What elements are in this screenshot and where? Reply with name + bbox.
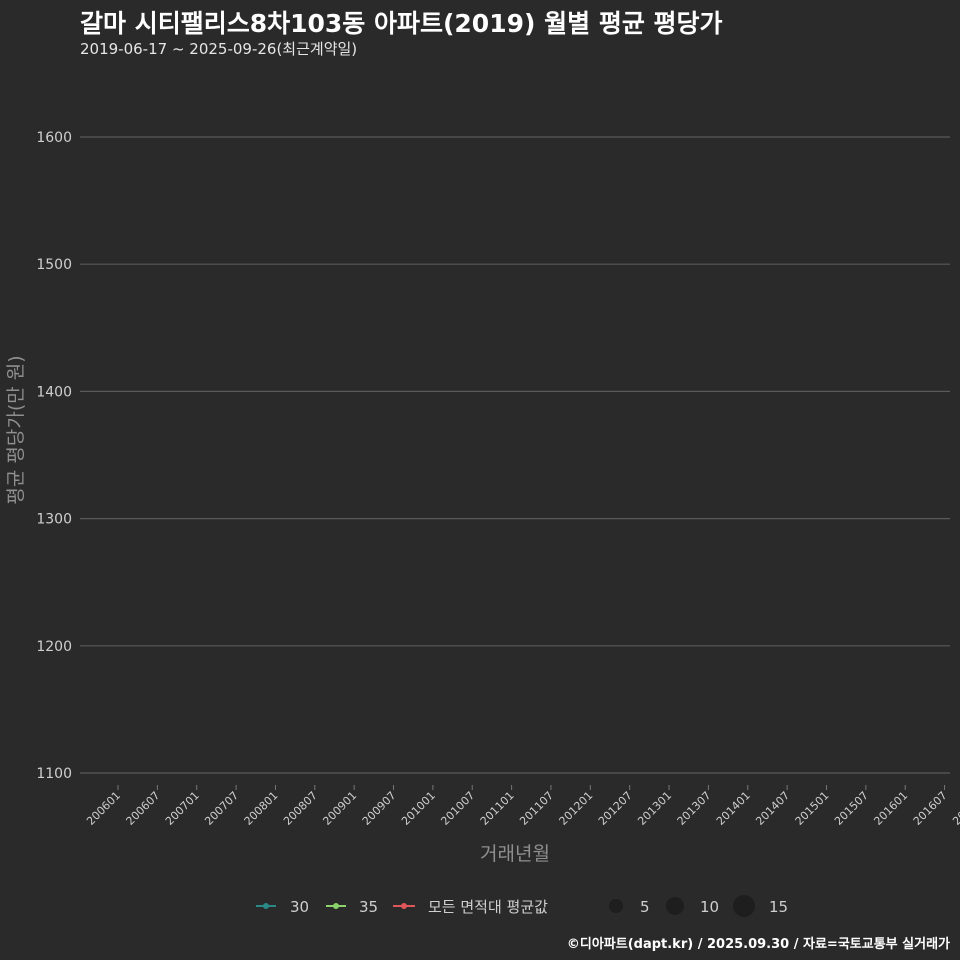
legend-label-35: 35 [359,898,378,916]
x-tick-label-200807: 200807 [281,789,320,828]
x-tick-label-201107: 201107 [517,789,556,828]
x-tick-label-201507: 201507 [832,789,871,828]
x-tick-label-201301: 201301 [635,789,674,828]
x-tick-label-201207: 201207 [596,789,635,828]
legend-dot-average [401,903,407,909]
x-tick-label-201601: 201601 [871,789,910,828]
x-tick-label-200801: 200801 [242,789,281,828]
legend-label-30: 30 [290,898,309,916]
x-tick-label-201201: 201201 [557,789,596,828]
legend-dot-30 [263,903,269,909]
grid-lines [80,136,950,774]
x-tick-label-201307: 201307 [675,789,714,828]
x-axis-ticks: 200601 200607 200701 200707 200801 200807 2009… [84,785,960,828]
legend-item-size-5: 5 [609,898,650,916]
x-tick-label-200701: 200701 [163,789,202,828]
x-tick-label-200607: 200607 [124,789,163,828]
x-tick-label-200707: 200707 [202,789,241,828]
legend-size-circle-15 [733,895,755,917]
chart-title: 갈마 시티팰리스8차103동 아파트(2019) 월별 평균 평당가 [80,9,723,38]
chart-subtitle: 2019-06-17 ~ 2025-09-26(최근계약일) [80,40,358,58]
legend-size-circle-10 [666,897,684,915]
source-caption: ©디아파트(dapt.kr) / 2025.09.30 / 자료=국토교통부 실… [566,937,950,952]
legend-item-35: 35 [326,898,378,916]
legend: 30 35 모든 면적대 평균값 5 10 15 [256,895,788,917]
legend-item-30: 30 [256,898,309,916]
legend-label-average: 모든 면적대 평균값 [428,898,548,916]
y-axis-ticks: 1100 1200 1300 1400 1500 1600 [36,130,72,782]
y-tick-label-1600: 1600 [36,130,72,146]
x-tick-label-201401: 201401 [714,789,753,828]
y-tick-label-1100: 1100 [36,766,72,782]
legend-dot-35 [333,903,339,909]
x-tick-label-201101: 201101 [478,789,517,828]
y-tick-label-1200: 1200 [36,639,72,655]
legend-label-size-10: 10 [700,898,719,916]
y-tick-label-1300: 1300 [36,512,72,528]
y-axis-title: 평균 평당가(만 원) [5,355,27,504]
legend-item-size-15: 15 [733,895,788,917]
legend-item-average: 모든 면적대 평균값 [393,898,548,916]
y-tick-label-1400: 1400 [36,384,72,400]
legend-size-circle-5 [609,899,623,913]
x-tick-label-201701: 201701 [950,789,960,828]
x-tick-label-200907: 200907 [360,789,399,828]
x-tick-label-200901: 200901 [320,789,359,828]
y-tick-label-1500: 1500 [36,257,72,273]
x-tick-label-201501: 201501 [793,789,832,828]
x-tick-label-200601: 200601 [84,789,123,828]
legend-label-size-15: 15 [769,898,788,916]
x-tick-label-201407: 201407 [753,789,792,828]
x-tick-label-201607: 201607 [911,789,950,828]
x-axis-title: 거래년월 [480,843,550,865]
x-tick-label-201007: 201007 [438,789,477,828]
x-tick-label-201001: 201001 [399,789,438,828]
legend-label-size-5: 5 [640,898,650,916]
legend-item-size-10: 10 [666,897,719,916]
